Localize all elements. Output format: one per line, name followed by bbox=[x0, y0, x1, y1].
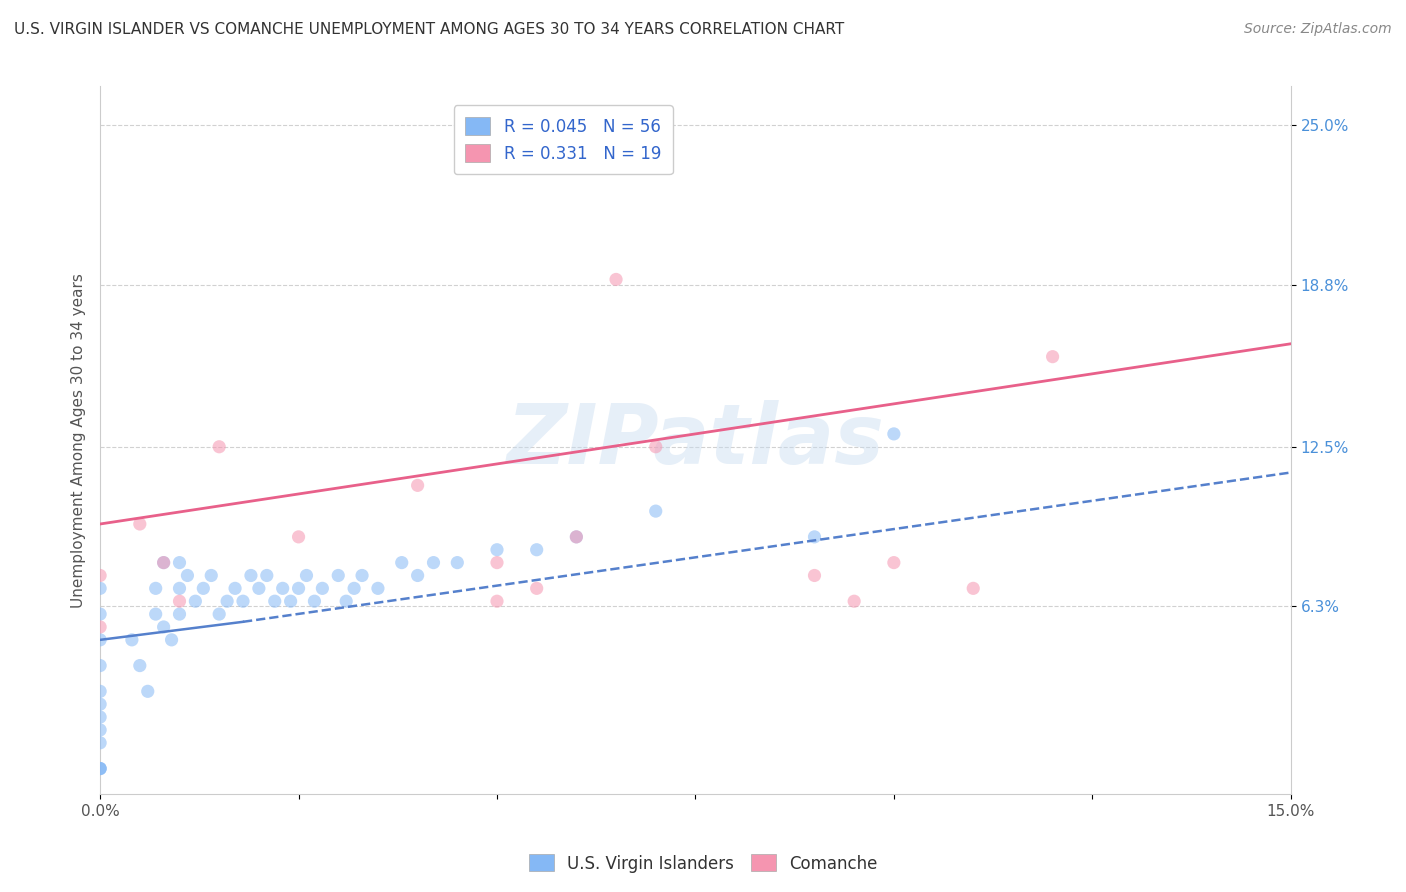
Point bbox=[89, 684, 111, 698]
Point bbox=[169, 556, 191, 570]
Point bbox=[644, 440, 666, 454]
Point bbox=[184, 594, 207, 608]
Point bbox=[160, 632, 183, 647]
Point bbox=[152, 556, 174, 570]
Point bbox=[89, 736, 111, 750]
Point bbox=[295, 568, 318, 582]
Point bbox=[271, 582, 294, 596]
Point bbox=[1042, 350, 1064, 364]
Point bbox=[406, 478, 429, 492]
Point bbox=[176, 568, 198, 582]
Point bbox=[89, 762, 111, 776]
Point bbox=[328, 568, 350, 582]
Point bbox=[169, 594, 191, 608]
Point bbox=[232, 594, 254, 608]
Point bbox=[883, 556, 905, 570]
Point bbox=[485, 556, 508, 570]
Point bbox=[565, 530, 588, 544]
Point bbox=[152, 556, 174, 570]
Point bbox=[89, 632, 111, 647]
Point bbox=[803, 568, 825, 582]
Point bbox=[526, 582, 548, 596]
Point bbox=[89, 697, 111, 711]
Point bbox=[962, 582, 984, 596]
Point bbox=[280, 594, 302, 608]
Legend: R = 0.045   N = 56, R = 0.331   N = 19: R = 0.045 N = 56, R = 0.331 N = 19 bbox=[454, 105, 673, 174]
Point bbox=[311, 582, 333, 596]
Point bbox=[446, 556, 468, 570]
Point bbox=[343, 582, 366, 596]
Point bbox=[224, 582, 246, 596]
Point bbox=[263, 594, 285, 608]
Point bbox=[422, 556, 444, 570]
Point bbox=[256, 568, 278, 582]
Point bbox=[287, 582, 309, 596]
Point bbox=[485, 542, 508, 557]
Point bbox=[485, 594, 508, 608]
Point bbox=[145, 582, 167, 596]
Point bbox=[367, 582, 389, 596]
Text: Source: ZipAtlas.com: Source: ZipAtlas.com bbox=[1244, 22, 1392, 37]
Point bbox=[169, 582, 191, 596]
Legend: U.S. Virgin Islanders, Comanche: U.S. Virgin Islanders, Comanche bbox=[522, 847, 884, 880]
Point bbox=[208, 440, 231, 454]
Text: U.S. VIRGIN ISLANDER VS COMANCHE UNEMPLOYMENT AMONG AGES 30 TO 34 YEARS CORRELAT: U.S. VIRGIN ISLANDER VS COMANCHE UNEMPLO… bbox=[14, 22, 845, 37]
Point bbox=[644, 504, 666, 518]
Point bbox=[89, 582, 111, 596]
Point bbox=[169, 607, 191, 621]
Point bbox=[208, 607, 231, 621]
Point bbox=[247, 582, 270, 596]
Point bbox=[883, 426, 905, 441]
Point bbox=[304, 594, 326, 608]
Point bbox=[145, 607, 167, 621]
Point bbox=[89, 658, 111, 673]
Point bbox=[335, 594, 357, 608]
Point bbox=[217, 594, 239, 608]
Point bbox=[89, 723, 111, 737]
Point bbox=[239, 568, 262, 582]
Point bbox=[352, 568, 374, 582]
Point bbox=[128, 658, 150, 673]
Point bbox=[121, 632, 143, 647]
Point bbox=[89, 568, 111, 582]
Point bbox=[844, 594, 866, 608]
Point bbox=[136, 684, 159, 698]
Point bbox=[803, 530, 825, 544]
Point bbox=[565, 530, 588, 544]
Point bbox=[89, 762, 111, 776]
Point bbox=[406, 568, 429, 582]
Y-axis label: Unemployment Among Ages 30 to 34 years: Unemployment Among Ages 30 to 34 years bbox=[72, 273, 86, 607]
Point bbox=[287, 530, 309, 544]
Point bbox=[193, 582, 215, 596]
Point bbox=[89, 762, 111, 776]
Point bbox=[152, 620, 174, 634]
Point bbox=[200, 568, 222, 582]
Point bbox=[89, 710, 111, 724]
Point bbox=[526, 542, 548, 557]
Point bbox=[89, 620, 111, 634]
Point bbox=[605, 272, 627, 286]
Point bbox=[89, 607, 111, 621]
Point bbox=[128, 516, 150, 531]
Point bbox=[391, 556, 413, 570]
Text: ZIPatlas: ZIPatlas bbox=[506, 400, 884, 481]
